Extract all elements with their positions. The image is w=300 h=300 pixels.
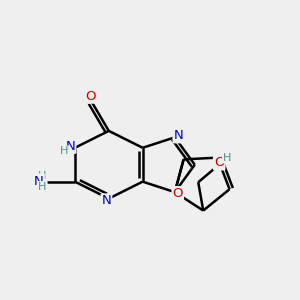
Text: O: O (172, 187, 183, 200)
Text: O: O (214, 156, 224, 170)
Text: O: O (85, 90, 96, 103)
Text: H: H (38, 171, 47, 181)
Text: H: H (59, 146, 68, 156)
Text: N: N (173, 189, 183, 202)
Text: N: N (173, 129, 183, 142)
Text: N: N (34, 175, 44, 188)
Text: H: H (223, 153, 231, 163)
Text: N: N (101, 194, 111, 207)
Text: N: N (66, 140, 75, 153)
Text: H: H (38, 182, 47, 192)
